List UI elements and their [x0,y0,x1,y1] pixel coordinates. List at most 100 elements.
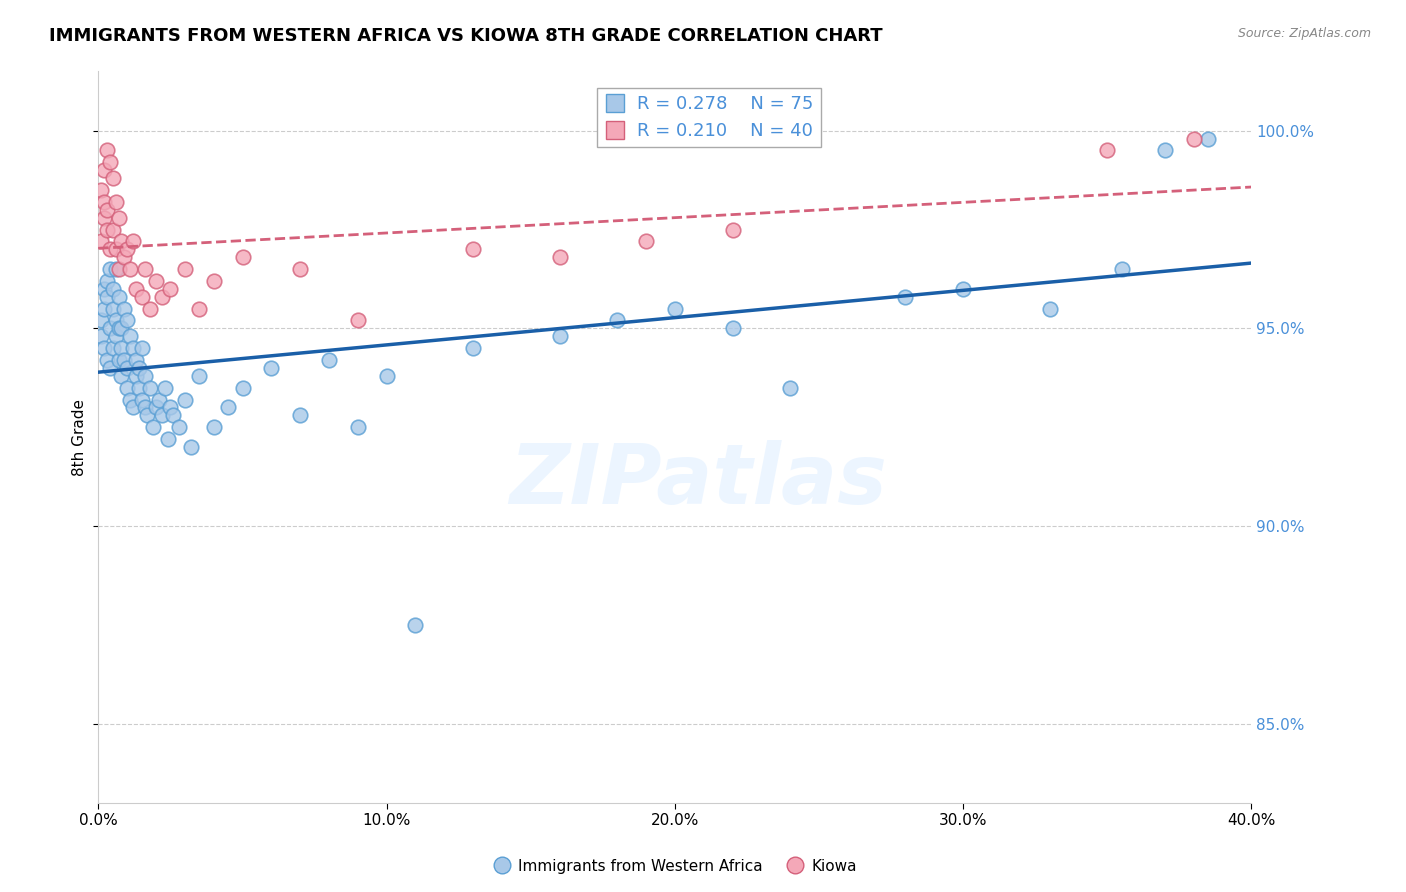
Point [104,242,127,256]
Point [139,301,162,316]
Point [131,341,153,355]
Point [117,381,139,395]
Point [894,290,917,304]
Point [260,360,283,375]
Point [107,353,129,368]
Point [134,262,156,277]
Point [93,211,115,225]
Point [98,262,121,277]
Point [664,301,686,316]
Point [1182,131,1205,145]
Point [107,211,129,225]
Point [96,202,118,217]
Point [217,401,239,415]
Point [90,329,112,343]
Point [188,301,211,316]
Point [1153,144,1175,158]
Point [142,420,165,434]
Point [122,401,145,415]
Point [145,274,167,288]
Point [110,235,132,249]
Point [128,360,150,375]
Point [96,290,118,304]
Point [134,368,156,383]
Point [231,381,254,395]
Point [174,262,197,277]
Point [90,235,112,249]
Text: Source: ZipAtlas.com: Source: ZipAtlas.com [1237,27,1371,40]
Point [548,250,571,264]
Point [1111,262,1133,277]
Point [145,401,167,415]
Point [128,381,150,395]
Point [96,274,118,288]
Point [188,368,211,383]
Point [104,329,127,343]
Legend: Immigrants from Western Africa, Kiowa: Immigrants from Western Africa, Kiowa [486,853,863,880]
Point [110,368,132,383]
Point [98,360,121,375]
Legend: R = 0.278    N = 75, R = 0.210    N = 40: R = 0.278 N = 75, R = 0.210 N = 40 [598,87,821,147]
Point [159,401,181,415]
Point [93,301,115,316]
Point [174,392,197,407]
Point [96,222,118,236]
Point [202,420,225,434]
Point [125,353,148,368]
Point [125,282,148,296]
Point [1097,144,1119,158]
Point [952,282,974,296]
Point [98,155,121,169]
Point [112,353,135,368]
Point [1038,301,1062,316]
Point [346,313,368,327]
Point [112,301,135,316]
Point [461,242,484,256]
Point [131,392,153,407]
Point [117,360,139,375]
Y-axis label: 8th Grade: 8th Grade [72,399,87,475]
Point [721,222,744,236]
Point [136,409,159,423]
Point [93,282,115,296]
Point [96,144,118,158]
Point [101,171,124,186]
Point [150,409,173,423]
Point [122,235,145,249]
Point [93,341,115,355]
Point [120,392,142,407]
Point [346,420,368,434]
Point [131,290,153,304]
Point [117,242,139,256]
Point [1197,131,1219,145]
Text: IMMIGRANTS FROM WESTERN AFRICA VS KIOWA 8TH GRADE CORRELATION CHART: IMMIGRANTS FROM WESTERN AFRICA VS KIOWA … [49,27,883,45]
Point [117,313,139,327]
Point [104,194,127,209]
Point [110,341,132,355]
Point [134,401,156,415]
Point [107,262,129,277]
Point [120,329,142,343]
Text: ZIPatlas: ZIPatlas [509,441,887,522]
Point [153,381,176,395]
Point [461,341,484,355]
Point [101,301,124,316]
Point [93,163,115,178]
Point [548,329,571,343]
Point [107,290,129,304]
Point [139,381,162,395]
Point [290,409,312,423]
Point [318,353,340,368]
Point [159,282,181,296]
Point [167,420,190,434]
Point [107,321,129,335]
Point [101,282,124,296]
Point [636,235,658,249]
Point [101,341,124,355]
Point [125,368,148,383]
Point [112,250,135,264]
Point [721,321,744,335]
Point [606,313,628,327]
Point [104,262,127,277]
Point [96,353,118,368]
